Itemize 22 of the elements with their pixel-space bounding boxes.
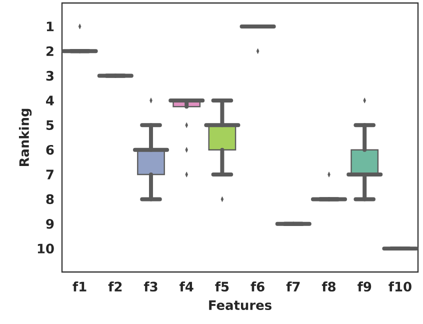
y-axis-title: Ranking [18, 108, 32, 166]
x-tick-label: f4 [180, 282, 194, 292]
y-tick-label: 6 [46, 144, 54, 155]
y-tick-label: 10 [38, 244, 54, 254]
y-tick-label: 8 [46, 194, 54, 204]
y-tick-label: 1 [46, 22, 54, 32]
x-tick-label: f2 [108, 282, 122, 292]
x-tick-label: f5 [215, 282, 229, 292]
y-tick-label: 9 [46, 218, 54, 229]
x-tick-label: f8 [322, 282, 336, 292]
y-tick-label: 7 [46, 170, 54, 180]
x-tick-label: f9 [358, 282, 372, 292]
x-tick-label: f6 [250, 282, 264, 292]
y-tick-label: 4 [46, 96, 54, 106]
x-tick-label: f10 [388, 282, 412, 292]
x-axis-title: Features [209, 300, 272, 310]
y-tick-label: 5 [46, 120, 54, 130]
y-tick-label: 3 [46, 70, 54, 81]
y-tick-label: 2 [46, 46, 54, 56]
x-tick-label: f7 [286, 282, 300, 292]
x-tick-label: f1 [72, 282, 86, 292]
x-tick-label: f3 [144, 282, 158, 292]
